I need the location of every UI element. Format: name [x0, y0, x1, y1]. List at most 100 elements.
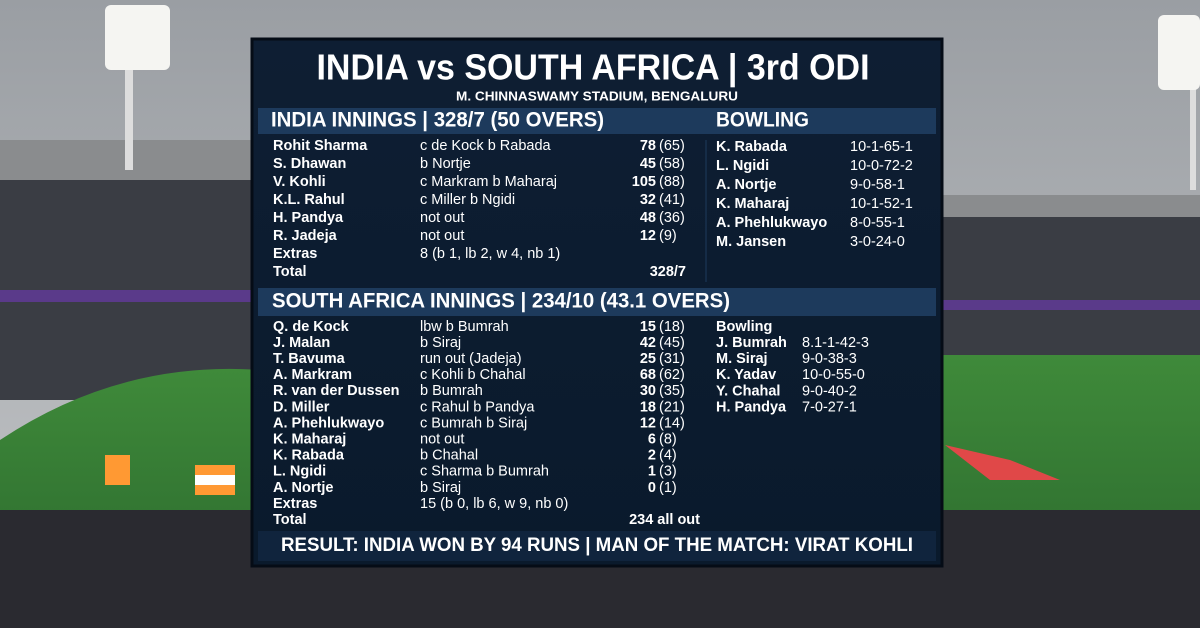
dismissal: b Nortje [420, 156, 471, 172]
dismissal: c de Kock b Rabada [420, 138, 552, 154]
balls: (62) [659, 367, 685, 383]
bowler-name: M. Jansen [716, 234, 786, 250]
bowling-figures: 10-1-52-1 [850, 196, 913, 212]
bowler-name: A. Phehlukwayo [716, 215, 827, 231]
extras-label: Extras [273, 496, 317, 512]
batter-name: K.L. Rahul [273, 192, 345, 208]
batter-name: T. Bavuma [273, 351, 346, 367]
balls: (35) [659, 383, 685, 399]
dismissal: run out (Jadeja) [420, 351, 522, 367]
batter-name: Rohit Sharma [273, 138, 368, 154]
balls: (88) [659, 174, 685, 190]
balls: (1) [659, 480, 677, 496]
batter-name: K. Rabada [273, 448, 345, 464]
runs: 48 [640, 210, 656, 226]
runs: 45 [640, 156, 656, 172]
bowler-name: Y. Chahal [716, 383, 780, 399]
balls: (18) [659, 319, 685, 335]
bowler-name: K. Yadav [716, 367, 776, 383]
runs: 42 [640, 335, 656, 351]
dismissal: c Rahul b Pandya [420, 399, 535, 415]
extras-value: 8 (b 1, lb 2, w 4, nb 1) [420, 246, 560, 262]
bowler-name: A. Nortje [716, 177, 776, 193]
bowling-heading: Bowling [716, 319, 772, 335]
runs: 32 [640, 192, 656, 208]
runs: 30 [640, 383, 656, 399]
batter-name: D. Miller [273, 399, 330, 415]
venue: M. CHINNASWAMY STADIUM, BENGALURU [456, 88, 738, 103]
balls: (9) [659, 228, 677, 244]
dismissal: c Sharma b Bumrah [420, 464, 549, 480]
bowler-name: L. Ngidi [716, 158, 769, 174]
balls: (41) [659, 192, 685, 208]
total-value: 234 all out [629, 512, 700, 528]
dismissal: c Kohli b Chahal [420, 367, 526, 383]
bowler-name: K. Rabada [716, 139, 788, 155]
scoreboard-text: INDIA vs SOUTH AFRICA | 3rd ODI M. CHINN… [271, 47, 913, 557]
balls: (65) [659, 138, 685, 154]
dismissal: not out [420, 210, 464, 226]
runs: 68 [640, 367, 656, 383]
dismissal: lbw b Bumrah [420, 319, 509, 335]
dismissal: c Markram b Maharaj [420, 174, 557, 190]
balls: (3) [659, 464, 677, 480]
balls: (58) [659, 156, 685, 172]
bowler-name: K. Maharaj [716, 196, 789, 212]
balls: (31) [659, 351, 685, 367]
india-innings-heading: INDIA INNINGS | 328/7 (50 OVERS) [271, 109, 604, 132]
bowler-name: J. Bumrah [716, 335, 787, 351]
dismissal: not out [420, 432, 464, 448]
runs: 105 [632, 174, 656, 190]
balls: (8) [659, 432, 677, 448]
batter-name: S. Dhawan [273, 156, 346, 172]
dismissal: c Miller b Ngidi [420, 192, 515, 208]
balls: (45) [659, 335, 685, 351]
bowling-figures: 9-0-40-2 [802, 383, 857, 399]
balls: (14) [659, 415, 685, 431]
batter-name: J. Malan [273, 335, 330, 351]
runs: 2 [648, 448, 656, 464]
dismissal: b Bumrah [420, 383, 483, 399]
runs: 25 [640, 351, 656, 367]
batter-name: L. Ngidi [273, 464, 326, 480]
total-value: 328/7 [650, 264, 686, 280]
bowling-figures: 10-0-72-2 [850, 158, 913, 174]
runs: 12 [640, 415, 656, 431]
result: RESULT: INDIA WON BY 94 RUNS | MAN OF TH… [281, 535, 913, 556]
batter-name: K. Maharaj [273, 432, 346, 448]
bowling-figures: 10-1-65-1 [850, 139, 913, 155]
balls: (21) [659, 399, 685, 415]
batter-name: A. Markram [273, 367, 352, 383]
dismissal: c Bumrah b Siraj [420, 415, 527, 431]
bowling-figures: 9-0-38-3 [802, 351, 857, 367]
bowling-figures: 8-0-55-1 [850, 215, 905, 231]
runs: 15 [640, 319, 656, 335]
balls: (36) [659, 210, 685, 226]
balls: (4) [659, 448, 677, 464]
sa-innings-heading: SOUTH AFRICA INNINGS | 234/10 (43.1 OVER… [272, 290, 730, 313]
batter-name: Q. de Kock [273, 319, 350, 335]
bowling-figures: 3-0-24-0 [850, 234, 905, 250]
batter-name: H. Pandya [273, 210, 344, 226]
title: INDIA vs SOUTH AFRICA | 3rd ODI [317, 47, 870, 89]
dismissal: not out [420, 228, 464, 244]
batter-name: A. Nortje [273, 480, 333, 496]
bowling-heading: BOWLING [716, 109, 809, 132]
bowling-figures: 7-0-27-1 [802, 400, 857, 416]
runs: 1 [648, 464, 656, 480]
runs: 12 [640, 228, 656, 244]
bowler-name: M. Siraj [716, 351, 768, 367]
extras-value: 15 (b 0, lb 6, w 9, nb 0) [420, 496, 568, 512]
bowler-name: H. Pandya [716, 400, 787, 416]
dismissal: b Chahal [420, 448, 478, 464]
batter-name: R. Jadeja [273, 228, 338, 244]
runs: 6 [648, 432, 656, 448]
runs: 78 [640, 138, 656, 154]
bowling-figures: 9-0-58-1 [850, 177, 905, 193]
dismissal: b Siraj [420, 335, 461, 351]
runs: 0 [648, 480, 656, 496]
bowling-figures: 8.1-1-42-3 [802, 335, 869, 351]
batter-name: R. van der Dussen [273, 383, 400, 399]
dismissal: b Siraj [420, 480, 461, 496]
